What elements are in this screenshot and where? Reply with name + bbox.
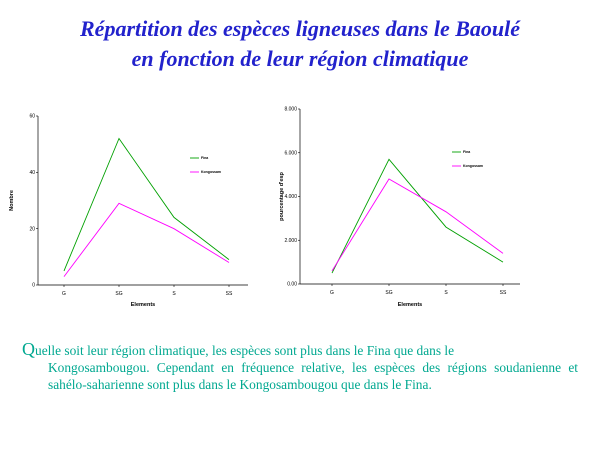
right-x-axis-label: Elements: [398, 302, 422, 308]
right-series-line-0: [331, 158, 504, 274]
right-series-line-1: [331, 178, 504, 272]
left-y-tick-label: 20: [29, 226, 35, 232]
caption-indented: Kongosambougou. Cependant en fréquence r…: [48, 360, 578, 392]
title-line-1: Répartition des espèces ligneuses dans l…: [80, 16, 520, 41]
right-y-axis-label: pourcentage d'esp: [279, 172, 285, 221]
right-y-tick-label: 0.00: [287, 282, 297, 288]
caption: Quelle soit leur région climatique, les …: [22, 339, 578, 393]
left-x-tick-label: SG: [115, 291, 122, 297]
left-y-axis-label: Nombre: [9, 190, 15, 211]
right-x-tick-label: G: [330, 290, 334, 296]
left-legend-label-1: Kongossam: [201, 170, 221, 174]
title-line-2: en fonction de leur région climatique: [131, 46, 469, 71]
right-legend-label-1: Kongossam: [463, 164, 483, 168]
right-x-tick-label: SG: [385, 290, 392, 296]
right-y-tick-label: 8.000: [284, 107, 297, 113]
left-x-tick-label: SS: [226, 291, 233, 297]
caption-line-1: uelle soit leur région climatique, les e…: [35, 343, 455, 358]
right-x-tick-label: S: [444, 290, 448, 296]
left-y-tick-label: 0: [32, 283, 35, 289]
left-series-line-0: [63, 137, 230, 272]
left-x-axis-label: Elements: [131, 302, 155, 308]
left-y-tick-label: 40: [29, 170, 35, 176]
left-legend-label-0: Fina: [201, 156, 208, 160]
left-y-tick-label: 60: [29, 114, 35, 120]
caption-first-letter: Q: [22, 339, 35, 359]
left-x-tick-label: G: [62, 291, 66, 297]
right-y-tick-label: 4.000: [284, 194, 297, 200]
left-x-tick-label: S: [172, 291, 176, 297]
right-y-tick-label: 6.000: [284, 150, 297, 156]
right-y-tick-label: 2.000: [284, 238, 297, 244]
left-series-line-1: [63, 202, 230, 277]
right-x-tick-label: SS: [500, 290, 507, 296]
right-legend-label-0: Fina: [463, 150, 470, 154]
slide-title: Répartition des espèces ligneuses dans l…: [0, 14, 600, 74]
